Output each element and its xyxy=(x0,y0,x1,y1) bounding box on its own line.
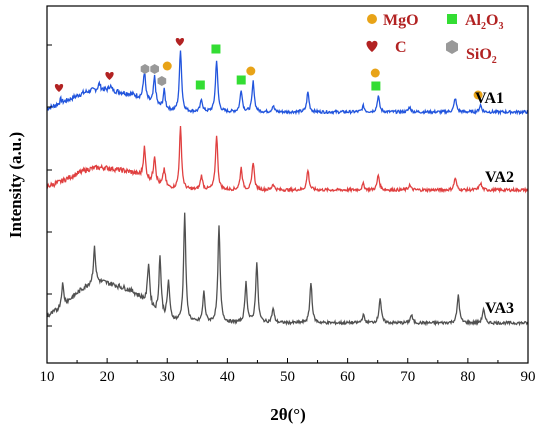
y-axis-title: Intensity (a.u.) xyxy=(6,132,25,238)
legend-marker-al2o3 xyxy=(447,14,457,24)
x-tick-label: 90 xyxy=(521,369,536,385)
phase-marker-c xyxy=(175,38,185,46)
phase-marker-al2o3 xyxy=(371,81,381,91)
phase-marker-sio2 xyxy=(150,64,159,74)
phase-marker-mgo xyxy=(162,61,172,71)
series-line-va1 xyxy=(46,50,529,116)
phase-marker-al2o3 xyxy=(195,80,205,90)
x-tick-label: 30 xyxy=(160,369,175,385)
series-line-va2 xyxy=(46,125,529,194)
series-line-va3 xyxy=(46,212,529,327)
x-tick-label: 40 xyxy=(220,369,235,385)
phase-marker-layer xyxy=(54,38,483,100)
legend-al2o3-al: Al xyxy=(465,12,482,29)
legend-label-al2o3: Al2O3 xyxy=(465,12,503,32)
legend-label-mgo: MgO xyxy=(383,12,419,29)
x-axis-title: 2θ(°) xyxy=(270,405,306,424)
phase-marker-al2o3 xyxy=(211,44,221,54)
x-tick-label: 20 xyxy=(100,369,115,385)
phase-marker-sio2 xyxy=(157,76,167,86)
series-layer xyxy=(46,50,529,327)
legend-marker-sio2 xyxy=(446,40,458,54)
phase-marker-mgo xyxy=(246,66,256,76)
series-label-va3: VA3 xyxy=(485,300,514,317)
legend-sio2-sub: 2 xyxy=(492,55,497,66)
legend-marker-c xyxy=(366,40,378,52)
x-tick-label: 60 xyxy=(340,369,355,385)
series-label-va1: VA1 xyxy=(475,90,504,107)
series-label-va2: VA2 xyxy=(485,169,514,186)
legend-label-c: C xyxy=(395,39,407,56)
legend-al2o3-sub1: 2 xyxy=(481,21,486,32)
x-tick-label: 70 xyxy=(400,369,415,385)
legend-marker-mgo xyxy=(367,14,377,24)
phase-marker-mgo xyxy=(473,90,483,100)
phase-marker-c xyxy=(105,72,114,80)
legend-al2o3-o: O xyxy=(486,12,498,29)
legend-al2o3-sub2: 3 xyxy=(498,21,503,32)
phase-marker-al2o3 xyxy=(236,75,246,85)
x-tick-label: 10 xyxy=(40,369,55,385)
legend-sio2-main: SiO xyxy=(466,46,492,63)
x-tick-label: 50 xyxy=(280,369,295,385)
phase-marker-c xyxy=(54,84,64,92)
legend: MgO Al2O3 C SiO2 xyxy=(366,12,503,66)
x-tick-label: 80 xyxy=(460,369,475,385)
tick-layer: 10 20 30 40 50 60 70 80 90 xyxy=(40,44,536,385)
legend-label-sio2: SiO2 xyxy=(466,46,497,66)
phase-marker-mgo xyxy=(370,68,380,78)
phase-marker-sio2 xyxy=(140,64,150,74)
plot-frame xyxy=(46,5,529,364)
